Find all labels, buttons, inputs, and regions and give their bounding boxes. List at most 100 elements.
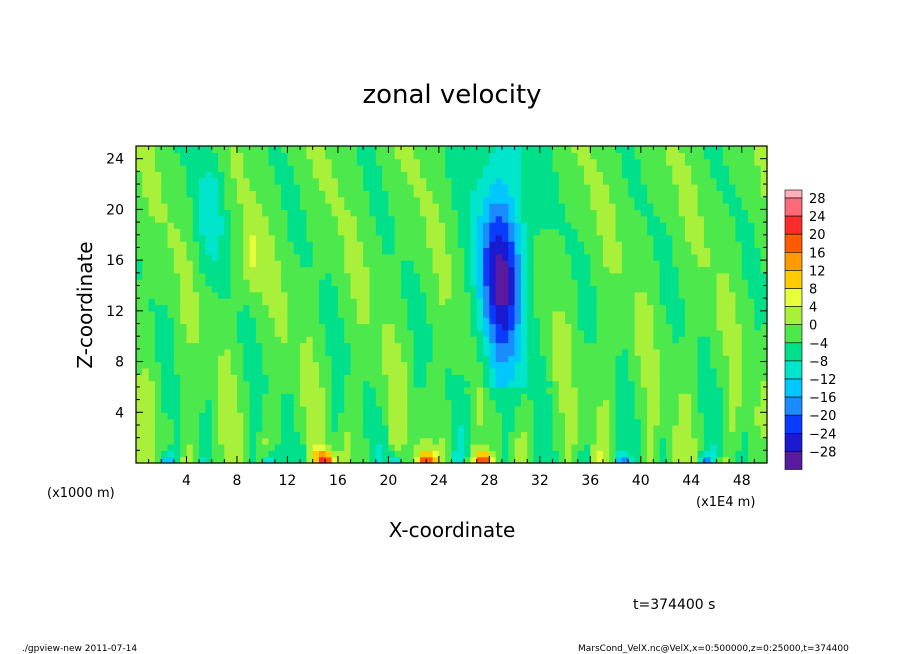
heatmap-cell [577, 266, 585, 274]
heatmap-cell [697, 355, 705, 363]
heatmap-cell [514, 285, 522, 293]
heatmap-cell [710, 171, 718, 179]
heatmap-cell [180, 253, 188, 261]
heatmap-cell [684, 418, 692, 426]
heatmap-cell [287, 215, 295, 223]
heatmap-cell [344, 323, 352, 331]
heatmap-cell [464, 152, 472, 160]
heatmap-cell [691, 424, 699, 432]
heatmap-cell [161, 329, 169, 337]
heatmap-cell [495, 215, 503, 223]
heatmap-cell [325, 424, 333, 432]
heatmap-cell [748, 431, 755, 439]
heatmap-cell [602, 336, 610, 344]
heatmap-cell [293, 386, 301, 394]
heatmap-cell [710, 209, 718, 217]
heatmap-cell [722, 165, 730, 172]
heatmap-cell [445, 367, 453, 375]
heatmap-cell [306, 412, 314, 420]
heatmap-cell [741, 190, 749, 198]
heatmap-cell [205, 158, 213, 166]
heatmap-cell [590, 298, 598, 306]
heatmap-cell [678, 418, 686, 426]
heatmap-cell [514, 386, 522, 394]
heatmap-cell [300, 222, 307, 230]
heatmap-cell [741, 222, 749, 230]
heatmap-cell [527, 450, 535, 458]
heatmap-cell [653, 260, 661, 268]
heatmap-cell [318, 285, 326, 293]
heatmap-cell [653, 234, 661, 242]
heatmap-cell [741, 393, 749, 401]
heatmap-cell [609, 171, 617, 179]
heatmap-cell [287, 329, 295, 337]
heatmap-cell [495, 266, 503, 274]
heatmap-cell [167, 386, 175, 394]
heatmap-cell [344, 348, 352, 356]
heatmap-cell [161, 355, 169, 363]
heatmap-cell [167, 177, 175, 185]
heatmap-cell [161, 412, 169, 420]
heatmap-cell [552, 336, 560, 344]
heatmap-cell [703, 443, 711, 451]
heatmap-cell [401, 361, 408, 369]
heatmap-cell [350, 348, 358, 356]
heatmap-cell [205, 177, 213, 185]
heatmap-cell [741, 342, 749, 350]
heatmap-cell [192, 222, 200, 230]
heatmap-cell [199, 405, 207, 413]
heatmap-cell [363, 450, 371, 458]
heatmap-cell [609, 323, 617, 331]
heatmap-cell [476, 158, 484, 166]
heatmap-cell [173, 203, 181, 210]
heatmap-cell [287, 361, 295, 369]
heatmap-cell [293, 323, 301, 331]
heatmap-cell [243, 215, 251, 223]
heatmap-cell [161, 405, 169, 413]
heatmap-cell [710, 203, 718, 210]
heatmap-cell [375, 272, 383, 280]
heatmap-cell [419, 222, 427, 230]
heatmap-cell [337, 405, 345, 413]
heatmap-cell [186, 241, 194, 249]
heatmap-cell [249, 222, 257, 230]
heatmap-cell [199, 184, 207, 191]
heatmap-cell [180, 418, 188, 426]
heatmap-cell [306, 291, 314, 299]
heatmap-cell [520, 228, 528, 236]
heatmap-cell [350, 323, 358, 331]
heatmap-cell [419, 196, 427, 204]
heatmap-cell [508, 158, 516, 166]
heatmap-cell [476, 184, 484, 191]
heatmap-field [136, 146, 768, 464]
heatmap-cell [218, 412, 225, 420]
heatmap-cell [173, 241, 181, 249]
heatmap-cell [464, 253, 472, 261]
heatmap-cell [318, 279, 326, 287]
heatmap-cell [741, 196, 749, 204]
heatmap-cell [388, 412, 396, 420]
heatmap-cell [224, 336, 232, 344]
heatmap-cell [293, 361, 301, 369]
heatmap-cell [577, 146, 585, 153]
heatmap-cell [350, 399, 358, 407]
heatmap-cell [293, 190, 301, 198]
heatmap-cell [571, 196, 579, 204]
heatmap-cell [407, 152, 415, 160]
heatmap-cell [571, 291, 579, 299]
heatmap-cell [350, 342, 358, 350]
heatmap-cell [382, 279, 389, 287]
heatmap-cell [539, 171, 547, 179]
heatmap-cell [312, 405, 320, 413]
heatmap-cell [369, 393, 377, 401]
heatmap-cell [382, 272, 389, 280]
heatmap-cell [161, 285, 169, 293]
heatmap-cell [167, 367, 175, 375]
heatmap-cell [167, 266, 175, 274]
heatmap-cell [508, 247, 516, 255]
heatmap-cell [552, 367, 560, 375]
heatmap-cell [192, 348, 200, 356]
heatmap-cell [438, 165, 446, 172]
heatmap-cell [602, 424, 610, 432]
heatmap-cell [577, 241, 585, 249]
